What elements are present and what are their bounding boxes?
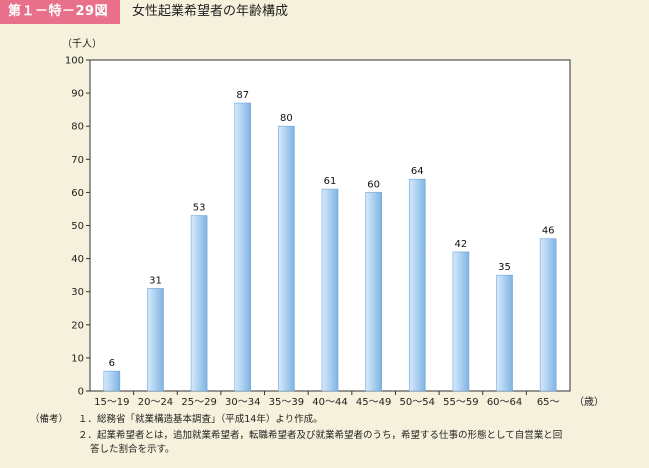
bar-25～29 bbox=[190, 215, 208, 392]
note-1: １．総務省「就業構造基本調査」（平成14年）より作成。 bbox=[78, 414, 323, 425]
x-tick-label-45～49: 45～49 bbox=[356, 397, 391, 408]
bar-40～44 bbox=[321, 188, 339, 392]
x-tick-label-60～64: 60～64 bbox=[487, 397, 522, 408]
x-tick-label-65～: 65～ bbox=[537, 397, 560, 408]
data-label-15～19: 6 bbox=[109, 358, 115, 369]
x-tick-label-35～39: 35～39 bbox=[269, 397, 304, 408]
x-axis-label: （歳） bbox=[574, 396, 604, 408]
bar-45～49 bbox=[365, 192, 382, 392]
y-tick-label-20: 20 bbox=[71, 320, 84, 331]
bar-35～39 bbox=[278, 125, 295, 392]
x-tick-label-40～44: 40～44 bbox=[312, 397, 347, 408]
x-tick-label-20～24: 20～24 bbox=[138, 397, 173, 408]
y-tick-label-10: 10 bbox=[71, 353, 84, 364]
data-label-30～34: 87 bbox=[236, 90, 249, 101]
figure-title: 女性起業希望者の年齢構成 bbox=[132, 4, 289, 19]
data-label-60～64: 35 bbox=[498, 262, 511, 273]
bar-50～54 bbox=[408, 178, 426, 392]
y-axis-label: （千人） bbox=[62, 38, 102, 50]
data-label-65～: 46 bbox=[542, 226, 555, 237]
note-2: ２．起業希望者とは，追加就業希望者，転職希望者及び就業希望者のうち，希望する仕事… bbox=[78, 430, 563, 441]
data-label-50～54: 64 bbox=[411, 166, 424, 177]
note-2-cont: 答した割合を示す。 bbox=[90, 444, 175, 455]
y-tick-label-90: 90 bbox=[71, 89, 84, 100]
bar-60～64 bbox=[496, 274, 513, 392]
x-tick-label-50～54: 50～54 bbox=[400, 397, 435, 408]
data-label-55～59: 42 bbox=[455, 239, 468, 250]
data-label-40～44: 61 bbox=[324, 176, 337, 187]
bar-65～ bbox=[539, 238, 557, 392]
y-tick-label-50: 50 bbox=[71, 221, 84, 232]
figure-label: 第１－特－29図 bbox=[0, 0, 120, 24]
x-tick-label-25～29: 25～29 bbox=[181, 397, 216, 408]
figure-header: 第１－特－29図 女性起業希望者の年齢構成 bbox=[0, 0, 649, 24]
bar-15～19 bbox=[103, 370, 121, 392]
y-tick-label-80: 80 bbox=[71, 122, 84, 133]
y-tick-label-30: 30 bbox=[71, 287, 84, 298]
x-tick-label-55～59: 55～59 bbox=[443, 397, 478, 408]
bar-55～59 bbox=[452, 251, 470, 392]
bar-20～24 bbox=[147, 288, 164, 392]
y-tick-label-0: 0 bbox=[78, 387, 84, 398]
y-tick-label-70: 70 bbox=[71, 155, 84, 166]
x-tick-label-15～19: 15～19 bbox=[94, 397, 129, 408]
y-tick-label-40: 40 bbox=[71, 254, 84, 265]
bar-chart: 0 10 20 30 40 50 60 70 80 90 100 （千人） 6 15～19 31 20～24 5… bbox=[62, 38, 604, 408]
data-label-45～49: 60 bbox=[367, 179, 380, 190]
bar-30～34 bbox=[234, 102, 252, 392]
y-tick-label-100: 100 bbox=[65, 56, 84, 67]
x-tick-label-30～34: 30～34 bbox=[225, 397, 260, 408]
y-tick-label-60: 60 bbox=[71, 188, 84, 199]
data-label-35～39: 80 bbox=[280, 113, 293, 124]
data-label-20～24: 31 bbox=[149, 275, 162, 286]
notes-label: （備考） bbox=[30, 414, 69, 425]
data-label-25～29: 53 bbox=[193, 203, 206, 214]
